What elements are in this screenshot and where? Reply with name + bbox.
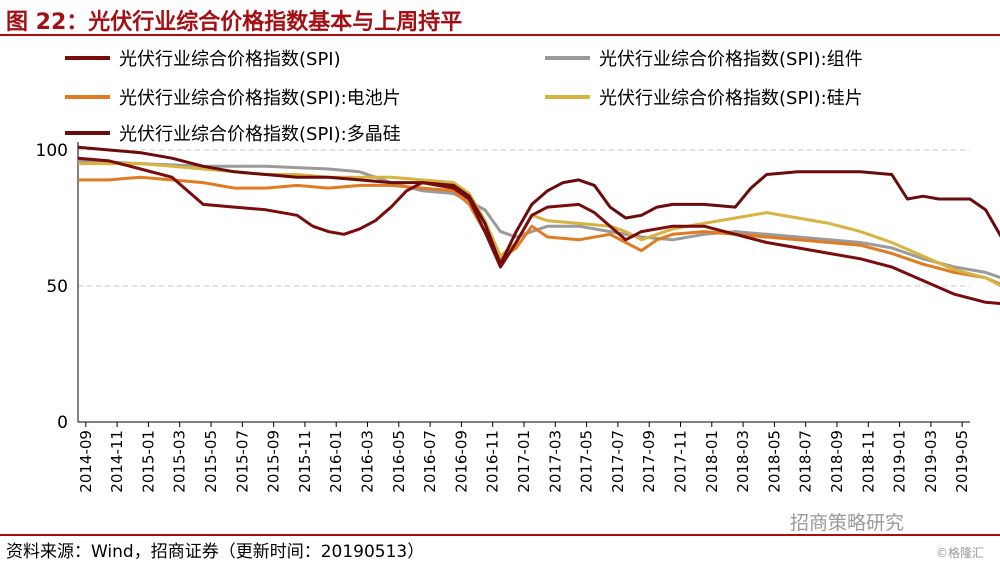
x-tick-label-27: 2019-03 <box>922 430 940 493</box>
x-tick-label-19: 2017-11 <box>671 430 689 493</box>
legend-label-1: 光伏行业综合价格指数(SPI):组件 <box>599 49 863 70</box>
x-tick-label-1: 2014-11 <box>108 430 126 493</box>
footer-rule <box>0 534 1000 536</box>
x-tick-label-6: 2015-09 <box>265 430 283 493</box>
x-tick-label-18: 2017-09 <box>640 430 658 493</box>
x-tick-label-22: 2018-05 <box>765 430 783 493</box>
watermark-main: 招商策略研究 <box>790 512 905 534</box>
y-tick-label-1: 50 <box>46 277 68 297</box>
x-tick-label-15: 2017-03 <box>546 430 564 493</box>
x-tick-label-7: 2015-11 <box>296 430 314 493</box>
x-tick-label-9: 2016-03 <box>359 430 377 493</box>
x-tick-label-13: 2016-11 <box>484 430 502 493</box>
legend-label-0: 光伏行业综合价格指数(SPI) <box>119 49 341 70</box>
x-tick-label-17: 2017-07 <box>609 430 627 493</box>
legend-label-3: 光伏行业综合价格指数(SPI):硅片 <box>599 88 863 109</box>
y-tick-label-2: 100 <box>36 141 68 161</box>
series-line-4 <box>77 145 1000 266</box>
source-note: 资料来源：Wind，招商证券（更新时间：20190513） <box>6 542 425 562</box>
series-line-1 <box>77 159 1000 280</box>
x-tick-label-10: 2016-05 <box>390 430 408 493</box>
x-tick-label-0: 2014-09 <box>77 430 95 493</box>
series-line-2 <box>78 175 1000 286</box>
title-bar: 图 22：光伏行业综合价格指数基本与上周持平 <box>0 0 1000 35</box>
x-tick-label-23: 2018-07 <box>797 430 815 493</box>
legend-label-4: 光伏行业综合价格指数(SPI):多晶硅 <box>119 124 401 145</box>
x-tick-label-24: 2018-09 <box>828 430 846 493</box>
x-tick-label-8: 2016-01 <box>327 430 345 493</box>
x-tick-label-16: 2017-05 <box>578 430 596 493</box>
x-tick-label-4: 2015-05 <box>202 430 220 493</box>
x-tick-label-28: 2019-05 <box>953 430 971 493</box>
x-tick-label-25: 2018-11 <box>859 430 877 493</box>
x-tick-label-21: 2018-03 <box>734 430 752 493</box>
y-tick-label-0: 0 <box>57 413 68 433</box>
legend-label-2: 光伏行业综合价格指数(SPI):电池片 <box>119 88 401 109</box>
x-tick-label-5: 2015-07 <box>233 430 251 493</box>
x-tick-label-20: 2018-01 <box>703 430 721 493</box>
line-chart: 0 50 100 2014-09 2014-11 2015-01 2015-03 2015-0… <box>36 49 1000 493</box>
x-tick-label-26: 2019-01 <box>891 430 909 493</box>
x-tick-label-2: 2015-01 <box>139 430 157 493</box>
page-title: 图 22：光伏行业综合价格指数基本与上周持平 <box>6 10 463 35</box>
series-line-3 <box>78 162 1000 288</box>
x-tick-label-12: 2016-09 <box>452 430 470 493</box>
x-tick-label-11: 2016-07 <box>421 430 439 493</box>
watermark-small: ©格隆汇 <box>936 546 985 560</box>
series-line-0 <box>77 156 1000 306</box>
x-tick-label-3: 2015-03 <box>171 430 189 493</box>
title-rule <box>0 34 1000 36</box>
x-tick-label-14: 2017-01 <box>515 430 533 493</box>
